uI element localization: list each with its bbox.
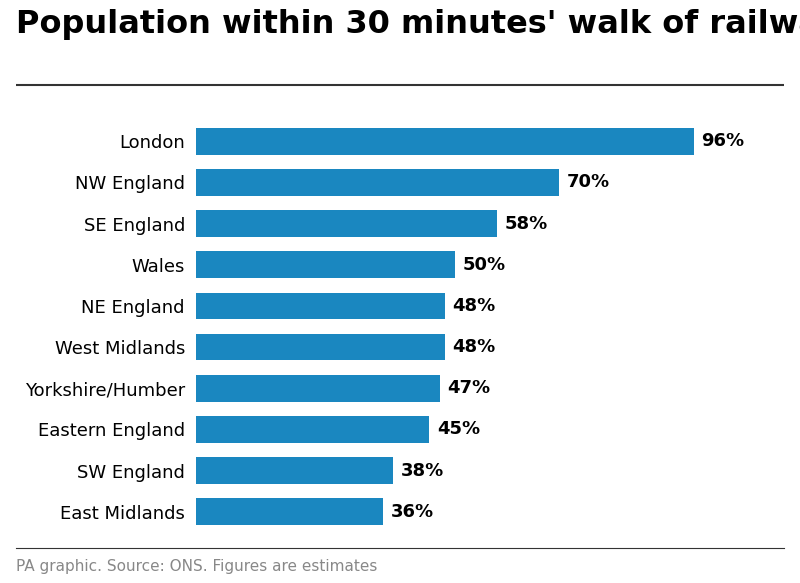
Text: 45%: 45% bbox=[437, 420, 480, 438]
Text: 50%: 50% bbox=[463, 256, 506, 274]
Bar bbox=[196, 169, 559, 196]
Text: 36%: 36% bbox=[390, 503, 434, 521]
Text: 58%: 58% bbox=[505, 215, 548, 233]
Bar bbox=[196, 210, 497, 237]
Text: 70%: 70% bbox=[566, 174, 610, 191]
Bar bbox=[196, 457, 393, 484]
Text: 38%: 38% bbox=[401, 462, 444, 479]
Text: 48%: 48% bbox=[453, 297, 496, 315]
Bar bbox=[196, 375, 440, 402]
Bar bbox=[196, 498, 382, 525]
Bar bbox=[196, 333, 445, 360]
Bar bbox=[196, 128, 694, 154]
Text: PA graphic. Source: ONS. Figures are estimates: PA graphic. Source: ONS. Figures are est… bbox=[16, 559, 378, 574]
Bar bbox=[196, 416, 430, 442]
Text: 96%: 96% bbox=[702, 132, 745, 150]
Text: 48%: 48% bbox=[453, 338, 496, 356]
Bar bbox=[196, 251, 455, 278]
Text: 47%: 47% bbox=[447, 379, 490, 397]
Bar bbox=[196, 293, 445, 319]
Text: Population within 30 minutes' walk of railway station: Population within 30 minutes' walk of ra… bbox=[16, 9, 800, 40]
